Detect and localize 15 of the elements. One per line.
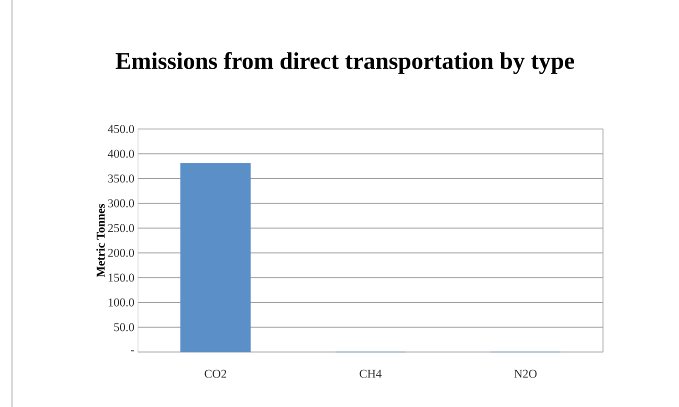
- y-axis-title: Metric Tonnes: [96, 204, 105, 278]
- y-tick-label: 450.0: [108, 124, 134, 134]
- y-tick-label: 100.0: [108, 298, 134, 307]
- y-tick-label: -: [130, 350, 134, 352]
- y-tick-label: 50.0: [114, 323, 134, 332]
- chart-title: Emissions from direct transportation by type: [116, 52, 574, 74]
- y-tick-label: 250.0: [108, 224, 134, 232]
- y-tick-label: 300.0: [108, 199, 134, 208]
- x-tick-label: CO2: [204, 370, 226, 378]
- x-tick-label: N2O: [514, 370, 537, 378]
- y-tick-label: 350.0: [108, 174, 134, 183]
- y-tick-label: 150.0: [108, 274, 134, 282]
- y-tick-label: 400.0: [108, 150, 134, 158]
- y-tick-label: 200.0: [108, 248, 134, 257]
- x-tick-label: CH4: [360, 370, 382, 378]
